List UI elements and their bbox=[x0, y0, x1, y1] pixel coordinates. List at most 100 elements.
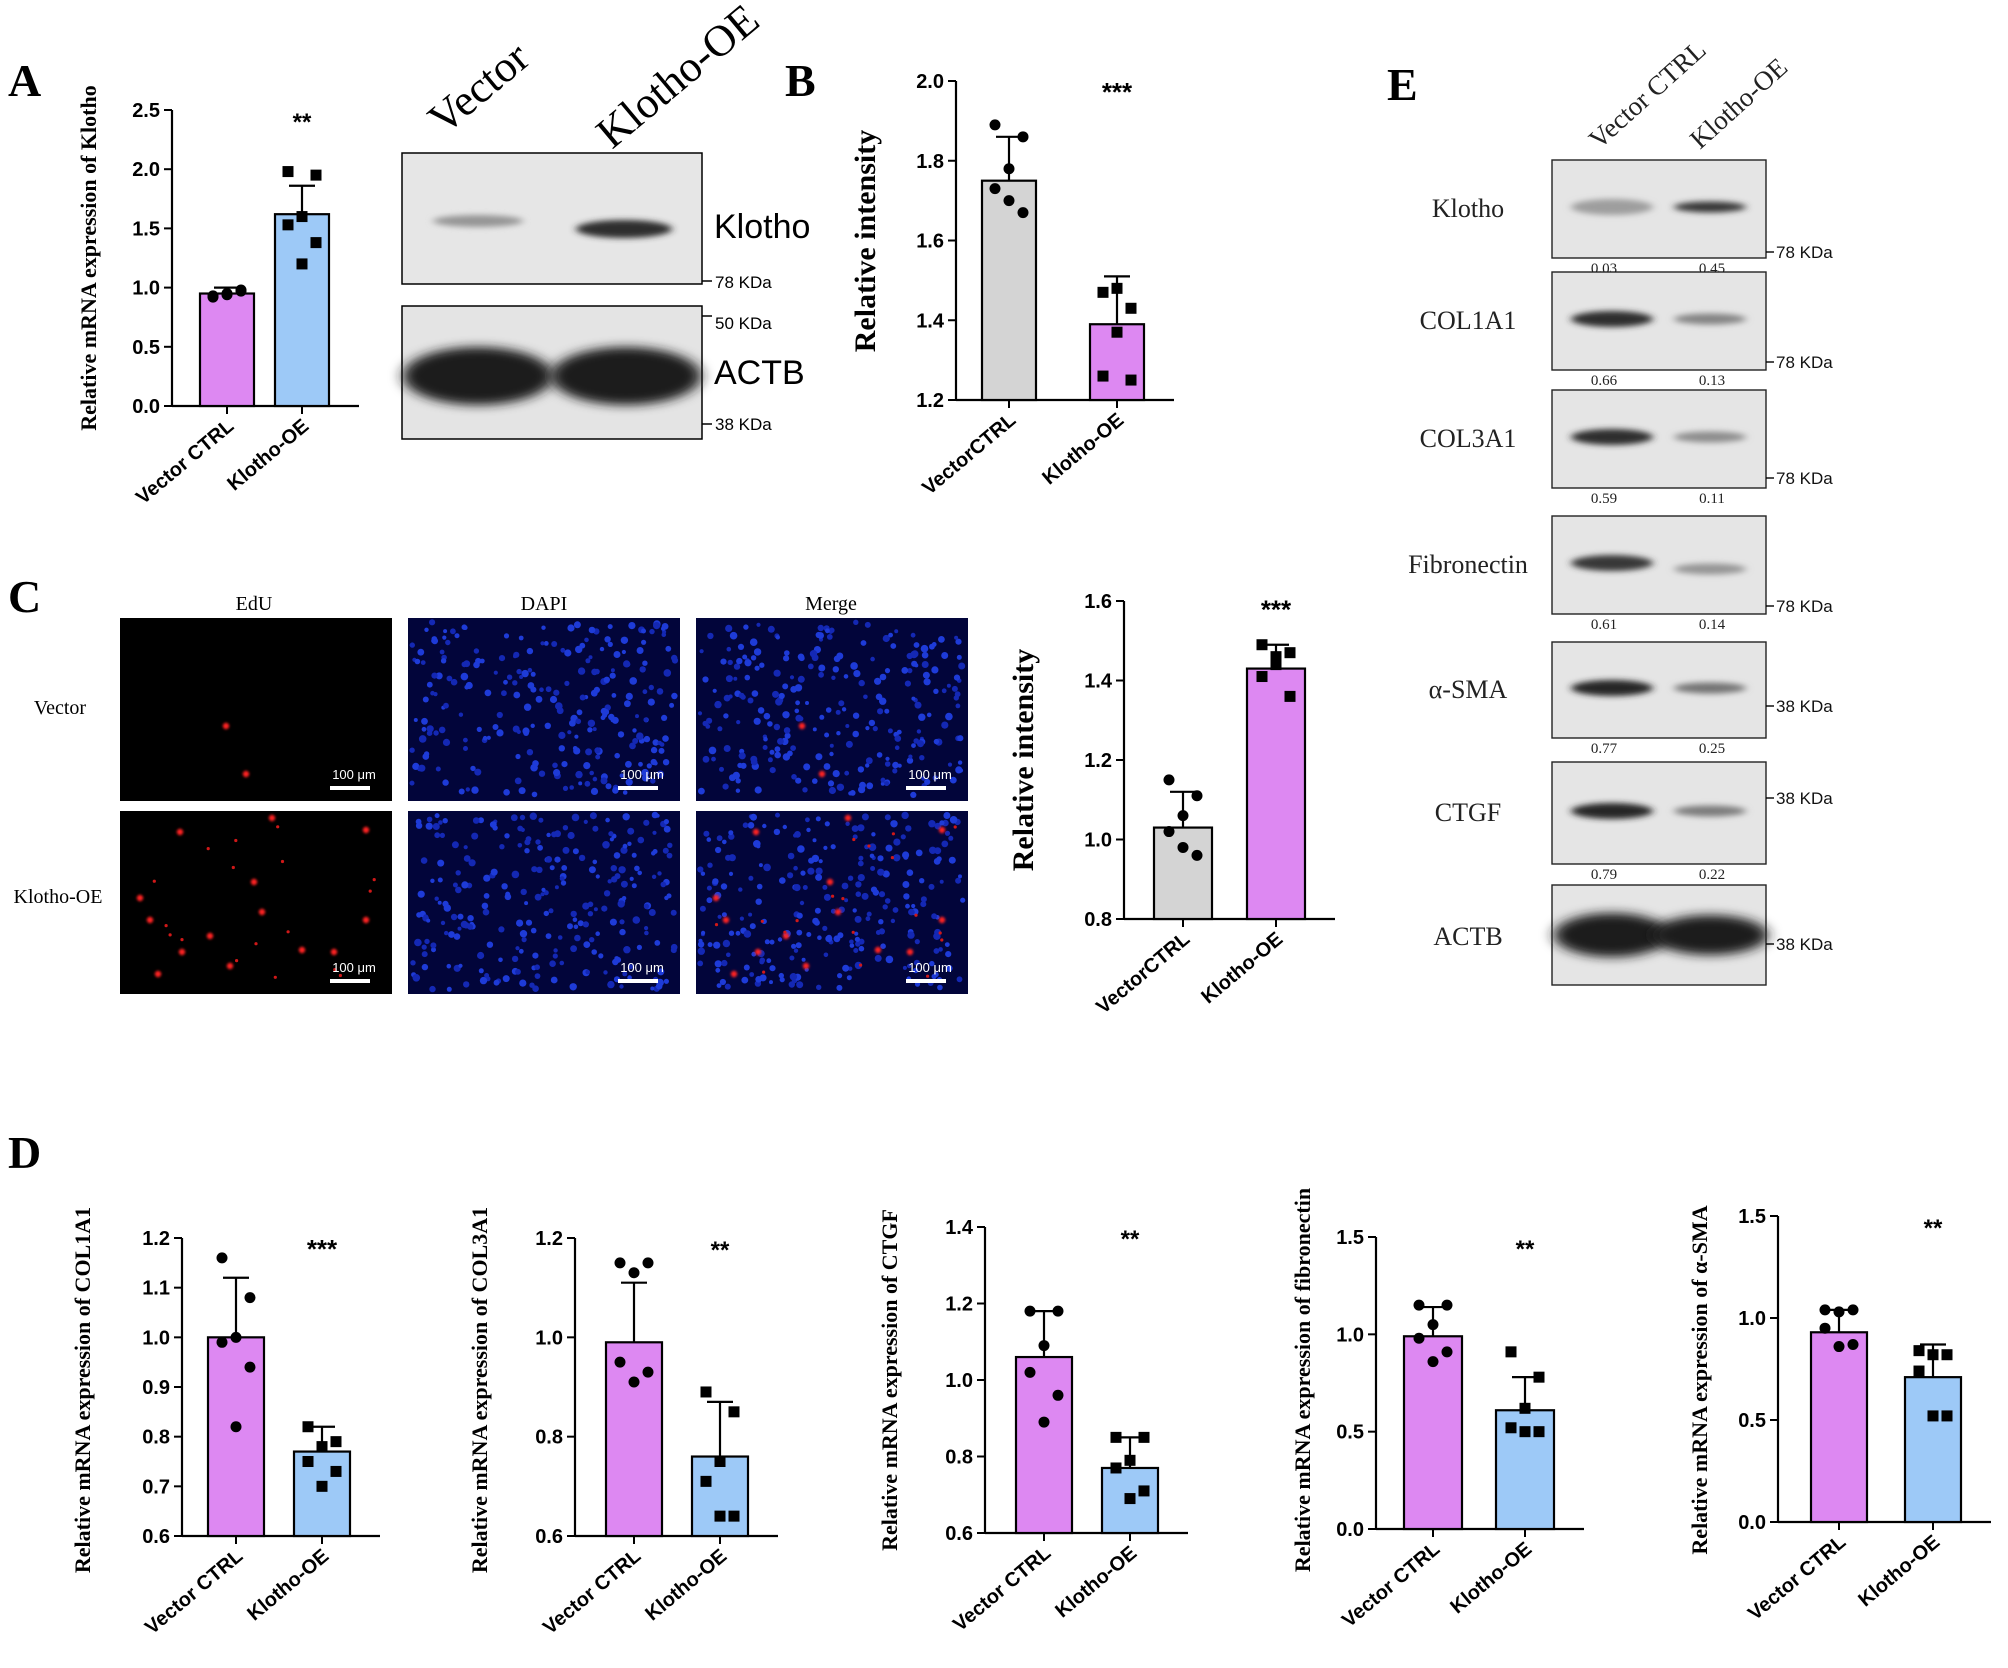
micro-tile-klotho-oe-dapi-nucleus bbox=[550, 976, 558, 984]
micro-tile-klotho-oe-merge-edu-speck bbox=[714, 923, 719, 927]
micro-tile-vector-merge-nucleus bbox=[811, 654, 819, 662]
chart-d3-point-0-0 bbox=[1024, 1305, 1036, 1317]
micro-tile-klotho-oe-dapi-nucleus bbox=[602, 841, 610, 849]
micro-tile-klotho-oe-dapi-nucleus bbox=[530, 927, 537, 934]
micro-tile-vector-merge-nucleus bbox=[723, 713, 729, 719]
micro-tile-vector-merge-nucleus bbox=[868, 719, 876, 727]
micro-tile-klotho-oe-merge-nucleus bbox=[701, 930, 706, 936]
micro-tile-klotho-oe-merge-nucleus bbox=[870, 886, 878, 893]
micro-tile-klotho-oe-dapi-nucleus bbox=[557, 935, 563, 940]
micro-tile-klotho-oe-dapi-nucleus bbox=[467, 915, 474, 922]
micro-tile-klotho-oe-dapi-nucleus bbox=[601, 905, 608, 912]
micro-tile-vector-merge-nucleus bbox=[844, 770, 850, 776]
micro-tile-vector-dapi-nucleus bbox=[435, 766, 441, 772]
micro-tile-klotho-oe-dapi-nucleus bbox=[585, 969, 590, 975]
micro-tile-klotho-oe-dapi-nucleus bbox=[519, 930, 528, 938]
micro-tile-klotho-oe-merge-nucleus bbox=[822, 925, 828, 932]
micro-tile-vector-dapi-nucleus bbox=[512, 725, 520, 733]
panel-label-c: C bbox=[8, 571, 41, 622]
micro-tile-klotho-oe-dapi-nucleus bbox=[519, 814, 526, 821]
micro-tile-vector-merge-nucleus bbox=[933, 688, 939, 694]
chart-d1-point-0-5 bbox=[230, 1421, 242, 1433]
micro-tile-klotho-oe-merge-nucleus bbox=[755, 898, 762, 905]
micro-tile-vector-dapi-nucleus bbox=[514, 777, 522, 785]
blot-e-row-fibronectin-label: Fibronectin bbox=[1408, 550, 1528, 579]
micro-tile-vector-dapi-nucleus bbox=[458, 788, 465, 795]
micro-tile-vector-dapi-nucleus bbox=[621, 649, 627, 655]
chart-c-point-0-2 bbox=[1177, 810, 1189, 822]
micro-tile-klotho-oe-merge-nucleus bbox=[948, 856, 956, 864]
micro-tile-klotho-oe-dapi-nucleus bbox=[583, 819, 588, 825]
micro-tile-vector-merge-nucleus bbox=[910, 650, 918, 659]
micro-tile-vector-dapi-nucleus bbox=[484, 689, 492, 697]
micro-tile-klotho-oe-dapi-nucleus bbox=[670, 909, 677, 916]
chart-a-point-1-1 bbox=[310, 169, 322, 181]
chart-d5-bar-vector-ctrl bbox=[1809, 1331, 1869, 1524]
blot-a-label-actb: ACTB bbox=[714, 354, 805, 392]
panel-label-b: B bbox=[785, 55, 816, 106]
micro-tile-vector-merge-nucleus bbox=[958, 768, 964, 773]
micro-tile-klotho-oe-merge-nucleus bbox=[944, 942, 950, 947]
micro-tile-vector-dapi-nucleus bbox=[513, 654, 517, 659]
micro-tile-klotho-oe-dapi-nucleus bbox=[589, 812, 597, 820]
micro-tile-klotho-oe-edu-edu-speck bbox=[180, 938, 184, 942]
micro-tile-vector-merge-nucleus bbox=[826, 634, 833, 640]
micro-tile-klotho-oe-dapi-nucleus bbox=[571, 813, 580, 822]
micro-tile-vector-merge-nucleus bbox=[850, 662, 858, 670]
micro-tile-klotho-oe-dapi-nucleus bbox=[504, 833, 510, 839]
micro-tile-vector-dapi-nucleus bbox=[561, 761, 568, 768]
micro-tile-klotho-oe-edu-edu-speck bbox=[372, 878, 376, 882]
micro-tile-vector-merge-nucleus bbox=[945, 712, 953, 721]
blot-e-row-fibronectin-value-0: 0.61 bbox=[1591, 617, 1617, 633]
chart-d4-point-0-2 bbox=[1427, 1319, 1439, 1331]
micro-tile-klotho-oe-dapi-nucleus bbox=[543, 910, 549, 917]
micro-tile-vector-dapi-nucleus bbox=[496, 711, 503, 719]
micro-tile-vector-dapi-nucleus bbox=[440, 658, 447, 664]
micro-tile-vector-merge-nucleus bbox=[750, 655, 757, 661]
micro-tile-klotho-oe-dapi-nucleus bbox=[538, 817, 544, 823]
micro-tile-vector-merge-nucleus bbox=[736, 657, 743, 665]
micro-tile-vector-dapi-nucleus bbox=[614, 752, 620, 759]
micro-tile-vector-merge-nucleus bbox=[914, 663, 919, 668]
micro-tile-klotho-oe-merge-nucleus bbox=[706, 885, 712, 891]
micro-tile-klotho-oe-merge-nucleus bbox=[853, 948, 859, 953]
chart-d4-ytick-label-1: 0.5 bbox=[1336, 1422, 1364, 1444]
micro-tile-klotho-oe-dapi-nucleus bbox=[549, 960, 556, 967]
micro-tile-klotho-oe-merge-edu-speck bbox=[783, 930, 787, 934]
micro-tile-klotho-oe-merge-nucleus bbox=[854, 915, 862, 923]
micro-tile-klotho-oe-dapi-nucleus bbox=[567, 831, 575, 840]
chart-d1-ytick-label-3: 0.9 bbox=[142, 1377, 170, 1399]
micro-tile-vector-merge-edu-cell-1 bbox=[818, 770, 826, 778]
micro-tile-klotho-oe-dapi-nucleus bbox=[421, 963, 429, 971]
micro-tile-klotho-oe-merge-nucleus bbox=[800, 870, 806, 876]
micro-tile-klotho-oe-dapi-nucleus bbox=[631, 883, 637, 889]
edu-microscopy-grid: EdU DAPI Merge Vector Klotho-OE 100 μm 10… bbox=[14, 593, 968, 994]
micro-tile-vector-dapi-nucleus bbox=[463, 737, 468, 743]
chart-c-bar-vectorctrl bbox=[1152, 826, 1214, 921]
chart-d4-point-1-2 bbox=[1519, 1402, 1531, 1414]
chart-c-significance: *** bbox=[1261, 595, 1292, 625]
micro-tile-vector-merge-nucleus bbox=[736, 720, 741, 725]
micro-tile-klotho-oe-dapi-nucleus bbox=[570, 945, 577, 953]
micro-tile-vector-dapi-nucleus bbox=[555, 702, 563, 710]
chart-b-point-1-3 bbox=[1097, 370, 1109, 382]
micro-tile-klotho-oe-merge-nucleus bbox=[714, 960, 722, 968]
micro-tile-klotho-oe-merge-nucleus bbox=[773, 828, 781, 836]
micro-tile-vector-merge-nucleus bbox=[782, 753, 791, 761]
micro-tile-vector-merge-nucleus bbox=[794, 708, 800, 714]
micro-tile-klotho-oe-dapi-nucleus bbox=[629, 876, 634, 882]
blot-e-row-ctgf: CTGF 0.79 0.22 38 KDa bbox=[1435, 761, 1833, 883]
micro-tile-klotho-oe-merge-nucleus bbox=[861, 813, 869, 821]
chart-d4-significance: ** bbox=[1516, 1236, 1535, 1263]
micro-tile-vector-merge-nucleus bbox=[917, 740, 924, 748]
chart-d4-point-0-5 bbox=[1427, 1356, 1439, 1368]
chart-d2-point-1-1 bbox=[728, 1406, 740, 1418]
chart-c-point-1-3 bbox=[1256, 671, 1268, 683]
micro-tile-vector-edu-edu-cell-0 bbox=[222, 722, 230, 730]
micro-tile-vector-merge-nucleus bbox=[773, 669, 781, 677]
micro-tile-klotho-oe-dapi-nucleus bbox=[529, 982, 535, 988]
micro-tile-klotho-oe-merge-nucleus bbox=[770, 965, 775, 971]
micro-tile-vector-dapi-nucleus bbox=[450, 678, 458, 686]
chart-a-ytick-label-0: 0.0 bbox=[132, 396, 160, 418]
micro-tile-klotho-oe-merge-edu-cell-8 bbox=[874, 946, 882, 954]
